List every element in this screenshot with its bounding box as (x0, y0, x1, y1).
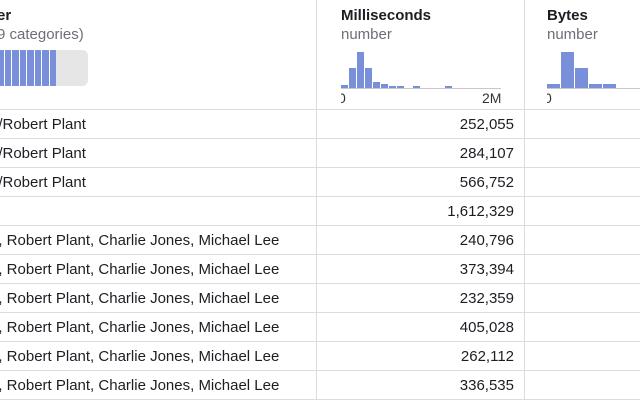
histogram-bar[interactable] (603, 84, 616, 88)
cell-composer-text: e, Robert Plant, Charlie Jones, Michael … (0, 319, 280, 336)
cell-composer[interactable]: e, Robert Plant, Charlie Jones, Michael … (0, 342, 316, 371)
histogram-bar[interactable] (389, 85, 396, 88)
histogram-bar[interactable] (445, 86, 452, 88)
column-name: Bytes (547, 7, 588, 24)
cell-composer[interactable]: e, Robert Plant, Charlie Jones, Michael … (0, 255, 316, 284)
cell-milliseconds[interactable]: 232,359 (459, 290, 514, 307)
column-name: er (0, 7, 12, 24)
table-row[interactable]: e/Robert Plant 252,055 (0, 110, 640, 139)
histogram-min-label: 0 (341, 90, 346, 106)
cell-milliseconds[interactable]: 284,107 (459, 145, 514, 162)
histogram-bar[interactable] (547, 83, 560, 88)
cell-milliseconds[interactable]: 336,535 (459, 377, 514, 394)
cell-bytes[interactable] (526, 110, 640, 139)
cell-bytes[interactable] (526, 284, 640, 313)
column-name: Milliseconds (341, 7, 432, 24)
column-divider[interactable] (524, 0, 525, 400)
table-row[interactable]: e, Robert Plant, Charlie Jones, Michael … (0, 371, 640, 400)
cell-composer[interactable]: e, Robert Plant, Charlie Jones, Michael … (0, 284, 316, 313)
table-row[interactable]: e/Robert Plant 566,752 1 (0, 168, 640, 197)
category-segment-divider (41, 50, 42, 86)
table-row[interactable]: e, Robert Plant, Charlie Jones, Michael … (0, 342, 640, 371)
histogram-bar[interactable] (349, 68, 356, 88)
histogram-bar[interactable] (365, 68, 372, 88)
cell-bytes[interactable]: 1 (526, 168, 640, 197)
cell-bytes[interactable]: 1 (526, 255, 640, 284)
cell-milliseconds[interactable]: 252,055 (459, 116, 514, 133)
cell-composer[interactable]: e/Robert Plant (0, 139, 316, 168)
histogram-bar[interactable] (381, 83, 388, 88)
cell-bytes[interactable] (526, 139, 640, 168)
histogram-max-label: 2M (482, 90, 502, 106)
category-segment-divider (18, 50, 20, 86)
cell-bytes[interactable] (526, 226, 640, 255)
cell-composer-text: e/Robert Plant (0, 145, 86, 162)
category-summary-bar[interactable] (0, 50, 88, 86)
cell-composer[interactable]: e, Robert Plant, Charlie Jones, Michael … (0, 371, 316, 400)
cell-composer-text: e/Robert Plant (0, 116, 86, 133)
histogram-baseline (547, 88, 640, 89)
histogram-bar[interactable] (373, 81, 380, 88)
table-row[interactable]: e, Robert Plant, Charlie Jones, Michael … (0, 284, 640, 313)
table-row[interactable]: e 1,612,329 5 (0, 197, 640, 226)
column-header-composer[interactable]: er 9 categories) (0, 0, 316, 110)
cell-milliseconds[interactable]: 1,612,329 (447, 203, 514, 220)
histogram-bar[interactable] (357, 52, 364, 88)
cell-composer-text: e, Robert Plant, Charlie Jones, Michael … (0, 261, 280, 278)
cell-composer-text: e, Robert Plant, Charlie Jones, Michael … (0, 290, 280, 307)
histogram-baseline (341, 88, 501, 89)
category-segment-divider (33, 50, 35, 86)
histogram-bar[interactable] (341, 85, 348, 88)
cell-composer[interactable]: e, Robert Plant, Charlie Jones, Michael … (0, 313, 316, 342)
cell-composer-text: e/Robert Plant (0, 174, 86, 191)
cell-composer[interactable]: e/Robert Plant (0, 110, 316, 139)
cell-composer-text: e, Robert Plant, Charlie Jones, Michael … (0, 377, 280, 394)
histogram-bar[interactable] (575, 68, 588, 88)
cell-bytes[interactable]: 5 (526, 197, 640, 226)
table-row[interactable]: e, Robert Plant, Charlie Jones, Michael … (0, 313, 640, 342)
cell-milliseconds[interactable]: 262,112 (460, 348, 514, 365)
column-header-milliseconds[interactable]: Milliseconds number 0 2M (341, 0, 521, 110)
column-header-bytes[interactable]: Bytes number 0 (547, 0, 640, 110)
category-summary-fill (0, 50, 56, 86)
category-segment-divider (11, 50, 12, 86)
column-divider[interactable] (316, 0, 317, 400)
cell-composer-text: e, Robert Plant, Charlie Jones, Michael … (0, 232, 280, 249)
cell-composer-text: e, Robert Plant, Charlie Jones, Michael … (0, 348, 280, 365)
cell-milliseconds[interactable]: 405,028 (459, 319, 514, 336)
bytes-histogram[interactable] (547, 50, 640, 89)
column-type: number (341, 26, 392, 43)
histogram-bar[interactable] (589, 83, 602, 88)
table-header: er 9 categories) Milliseconds number 0 2… (0, 0, 640, 110)
cell-bytes[interactable]: 1 (526, 313, 640, 342)
cell-bytes[interactable] (526, 342, 640, 371)
category-segment-divider (26, 50, 27, 86)
column-type: 9 categories) (0, 26, 84, 43)
histogram-min-label: 0 (547, 90, 552, 106)
table-row[interactable]: e/Robert Plant 284,107 (0, 139, 640, 168)
histogram-bar[interactable] (561, 52, 574, 88)
cell-composer[interactable]: e (0, 197, 316, 226)
cell-milliseconds[interactable]: 566,752 (459, 174, 514, 191)
table-row[interactable]: e, Robert Plant, Charlie Jones, Michael … (0, 226, 640, 255)
cell-composer[interactable]: e, Robert Plant, Charlie Jones, Michael … (0, 226, 316, 255)
category-segment-divider (48, 50, 50, 86)
histogram-bar[interactable] (413, 86, 420, 88)
cell-milliseconds[interactable]: 373,394 (459, 261, 514, 278)
cell-milliseconds[interactable]: 240,796 (459, 232, 514, 249)
column-type: number (547, 26, 598, 43)
table-row[interactable]: e, Robert Plant, Charlie Jones, Michael … (0, 255, 640, 284)
milliseconds-histogram[interactable] (341, 50, 501, 89)
cell-composer[interactable]: e/Robert Plant (0, 168, 316, 197)
category-segment-divider (3, 50, 5, 86)
cell-bytes[interactable]: 1 (526, 371, 640, 400)
histogram-bar[interactable] (397, 86, 404, 88)
